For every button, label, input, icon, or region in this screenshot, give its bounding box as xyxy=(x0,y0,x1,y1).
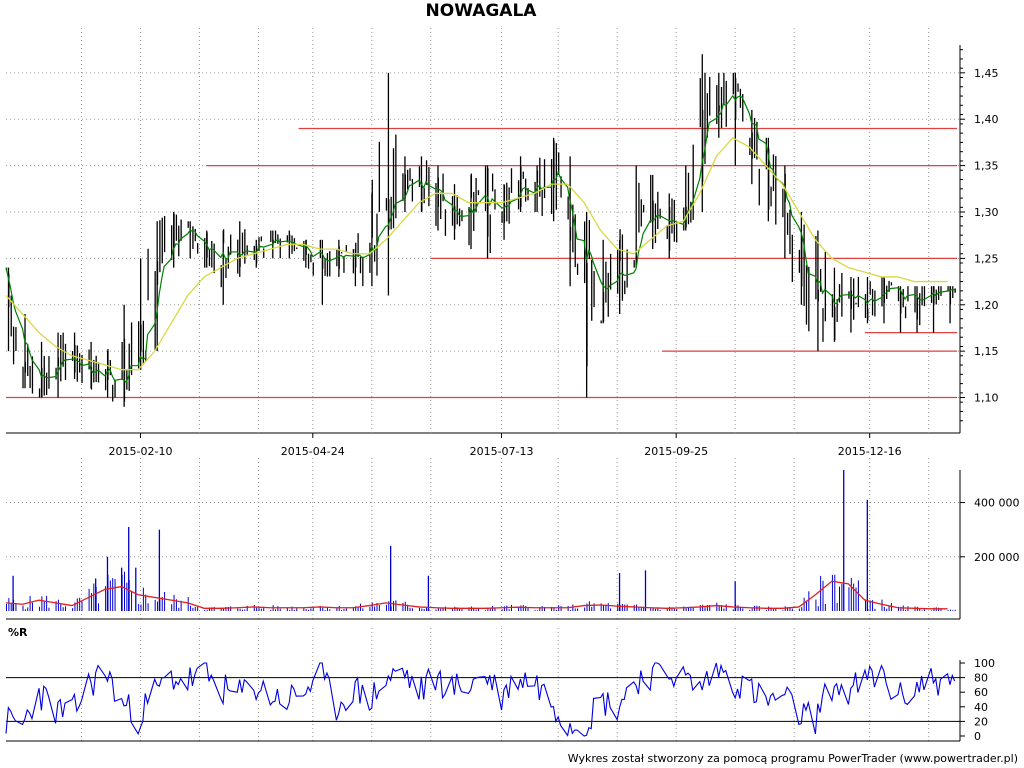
price-y-tick-label: 1,10 xyxy=(974,392,999,405)
footer-credit: Wykres został stworzony za pomocą progra… xyxy=(567,752,1018,765)
price-y-tick-label: 1,40 xyxy=(974,113,999,126)
x-tick-label: 2015-02-10 xyxy=(109,445,173,458)
price-y-tick-label: 1,45 xyxy=(974,67,999,80)
short-moving-average-line xyxy=(5,94,955,384)
x-tick-label: 2015-12-16 xyxy=(838,445,902,458)
x-tick-label: 2015-07-13 xyxy=(470,445,534,458)
wr-y-tick-label: 60 xyxy=(974,686,988,699)
wr-y-tick-label: 100 xyxy=(974,657,995,670)
x-tick-label: 2015-09-25 xyxy=(644,445,708,458)
volume-pane: 200 000 400 000 xyxy=(5,470,1020,620)
x-tick-label: 2015-04-24 xyxy=(281,445,345,458)
wr-y-tick-label: 20 xyxy=(974,715,988,728)
price-y-tick-label: 1,15 xyxy=(974,345,999,358)
volume-moving-average-line xyxy=(5,580,948,610)
volume-y-tick-label: 200 000 xyxy=(974,551,1020,564)
price-y-tick-label: 1,35 xyxy=(974,160,999,173)
wr-y-tick-label: 0 xyxy=(974,730,981,743)
price-y-tick-label: 1,25 xyxy=(974,252,999,265)
chart-title: NOWAGALA xyxy=(425,1,537,21)
wr-y-tick-label: 80 xyxy=(974,672,988,685)
volume-y-tick-label: 400 000 xyxy=(974,497,1020,510)
price-pane: 1,10 1,15 1,20 1,25 1,30 1,35 1,40 1,45 2015-02-… xyxy=(5,28,999,741)
price-y-tick-label: 1,20 xyxy=(974,299,999,312)
wr-y-tick-label: 40 xyxy=(974,701,988,714)
long-moving-average-line xyxy=(5,136,948,371)
wr-pane-label: %R xyxy=(8,626,28,639)
williams-r-line xyxy=(5,662,956,737)
price-y-tick-label: 1,30 xyxy=(974,206,999,219)
